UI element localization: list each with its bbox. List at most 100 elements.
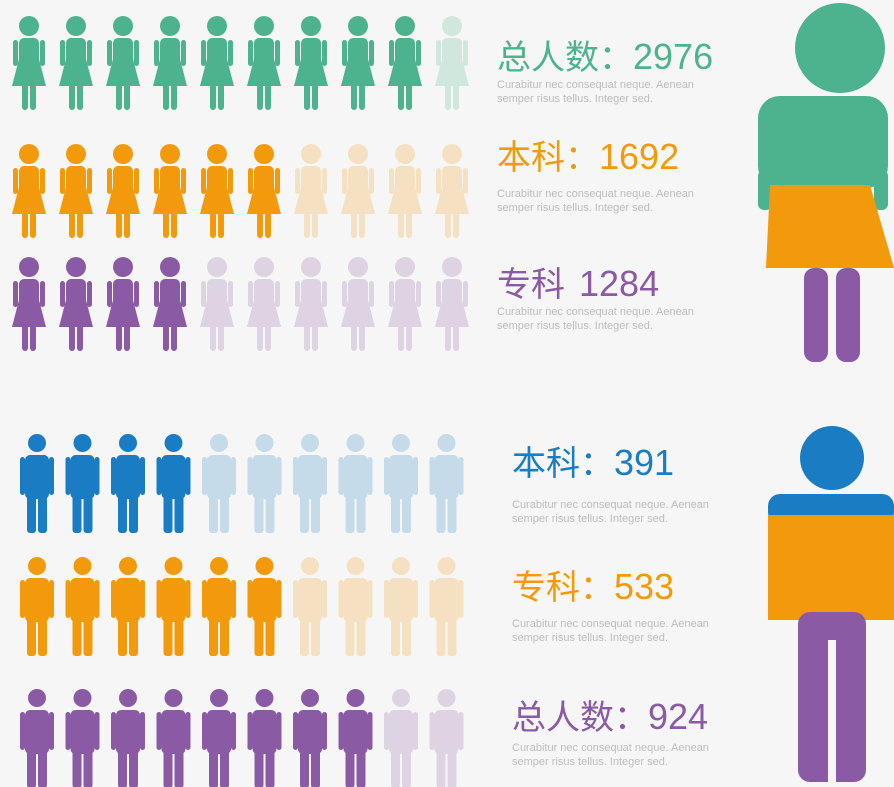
torso bbox=[25, 578, 49, 622]
male-icon bbox=[202, 689, 236, 787]
arm bbox=[429, 712, 435, 750]
arm bbox=[154, 281, 159, 307]
leg bbox=[345, 493, 355, 533]
arm bbox=[367, 457, 373, 495]
torso bbox=[70, 578, 95, 622]
female-icon bbox=[294, 16, 328, 110]
head bbox=[73, 689, 92, 707]
female-icon bbox=[12, 257, 46, 351]
torso bbox=[254, 38, 274, 64]
stat-label: 总人数：2976 bbox=[497, 30, 713, 79]
male-icon bbox=[202, 557, 236, 656]
arm bbox=[338, 457, 344, 495]
leg bbox=[77, 84, 83, 110]
stat-label: 总人数：924 bbox=[512, 690, 708, 739]
skirt bbox=[200, 187, 234, 214]
label-text: 专科 bbox=[497, 265, 565, 305]
arm bbox=[369, 168, 374, 194]
arm bbox=[140, 580, 145, 618]
leg bbox=[72, 616, 82, 656]
leg bbox=[356, 748, 366, 787]
female-icon bbox=[341, 144, 375, 238]
female-icon bbox=[200, 16, 234, 110]
leg bbox=[171, 325, 177, 351]
arm bbox=[275, 40, 280, 66]
leg bbox=[129, 616, 138, 656]
torso bbox=[19, 38, 39, 64]
torso bbox=[19, 166, 39, 192]
male-icon bbox=[20, 434, 54, 533]
head bbox=[442, 16, 462, 36]
arm bbox=[367, 712, 373, 750]
male-icon bbox=[429, 689, 464, 787]
leg bbox=[83, 493, 93, 533]
arm bbox=[293, 457, 298, 495]
leg bbox=[83, 748, 93, 787]
head bbox=[113, 144, 133, 164]
torso bbox=[301, 38, 321, 64]
arm bbox=[231, 712, 236, 750]
arm bbox=[156, 457, 162, 495]
arm bbox=[413, 580, 418, 618]
arm bbox=[342, 40, 347, 66]
arm bbox=[140, 712, 145, 750]
arm bbox=[228, 40, 233, 66]
female-icon bbox=[12, 16, 46, 110]
head bbox=[28, 689, 46, 707]
leg bbox=[436, 616, 446, 656]
head bbox=[119, 689, 137, 707]
torso bbox=[113, 166, 133, 192]
arm bbox=[87, 40, 92, 66]
male-icon bbox=[338, 557, 373, 656]
arm bbox=[94, 580, 100, 618]
leg bbox=[265, 748, 275, 787]
leg bbox=[391, 493, 400, 533]
leg bbox=[351, 84, 357, 110]
head bbox=[301, 557, 319, 575]
description: Curabitur nec consequat neque. Aenean se… bbox=[512, 742, 709, 768]
stat-label: 专科：533 bbox=[512, 560, 674, 609]
torso bbox=[207, 279, 227, 305]
head bbox=[392, 557, 410, 575]
skirt bbox=[59, 187, 93, 214]
arm bbox=[231, 580, 236, 618]
torso bbox=[395, 279, 415, 305]
head bbox=[113, 257, 133, 277]
head bbox=[442, 257, 462, 277]
arm bbox=[338, 580, 344, 618]
leg bbox=[447, 616, 457, 656]
leg bbox=[351, 212, 357, 238]
torso bbox=[25, 710, 49, 754]
male-icon bbox=[384, 434, 418, 533]
head bbox=[301, 144, 321, 164]
leg bbox=[116, 84, 122, 110]
arm bbox=[322, 712, 327, 750]
skirt bbox=[341, 300, 375, 327]
leg bbox=[210, 325, 216, 351]
skirt bbox=[388, 300, 422, 327]
leg bbox=[254, 748, 264, 787]
female-icon bbox=[200, 144, 234, 238]
arm bbox=[436, 168, 441, 194]
male-icon bbox=[156, 434, 191, 533]
torso bbox=[434, 455, 459, 499]
arm bbox=[276, 580, 282, 618]
leg bbox=[77, 325, 83, 351]
female-icon bbox=[153, 144, 187, 238]
head bbox=[210, 689, 228, 707]
leg bbox=[254, 616, 264, 656]
big-female bbox=[758, 3, 894, 362]
head bbox=[395, 257, 415, 277]
arm bbox=[181, 40, 186, 66]
head bbox=[160, 144, 180, 164]
arm bbox=[185, 457, 191, 495]
leg bbox=[406, 84, 412, 110]
arm bbox=[20, 457, 25, 495]
arm bbox=[322, 281, 327, 307]
leg bbox=[218, 325, 224, 351]
male-icon bbox=[111, 689, 145, 787]
torso bbox=[252, 455, 277, 499]
female-icon bbox=[106, 16, 140, 110]
head bbox=[207, 257, 227, 277]
